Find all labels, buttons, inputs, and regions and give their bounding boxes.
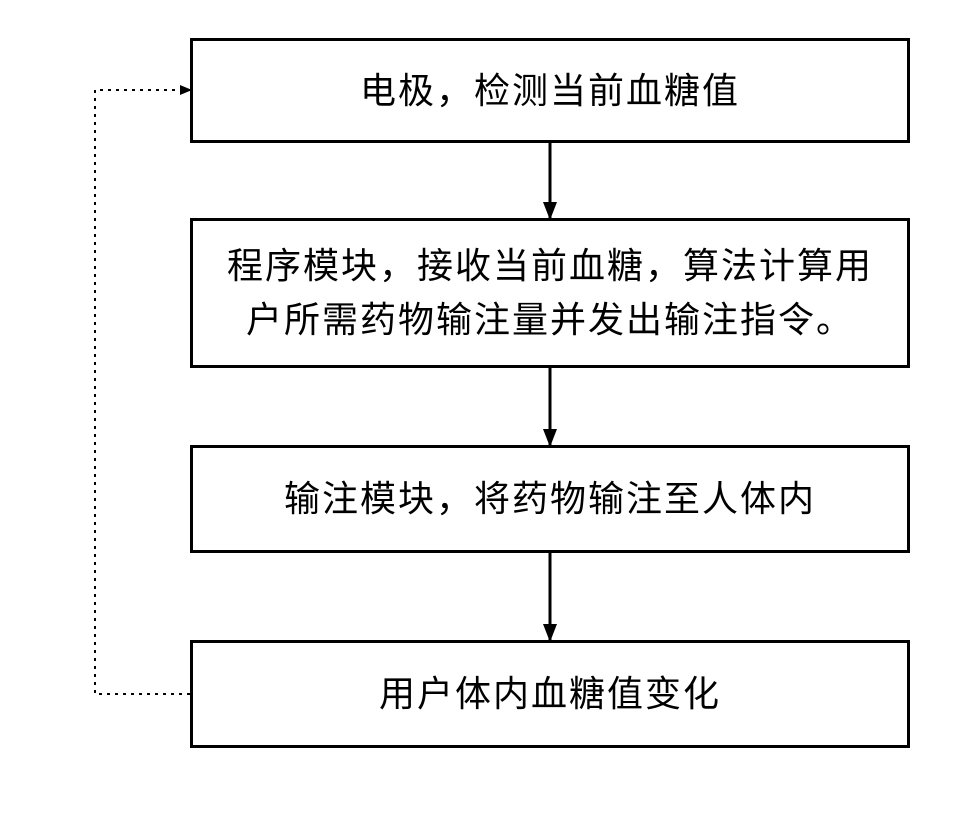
node-label: 用户体内血糖值变化	[379, 667, 721, 721]
flowchart-node-n1: 电极，检测当前血糖值	[190, 38, 910, 143]
node-label: 电极，检测当前血糖值	[360, 64, 740, 118]
node-label: 输注模块，将药物输注至人体内	[284, 472, 816, 526]
flowchart-edge-e4	[95, 90, 190, 694]
flowchart-node-n3: 输注模块，将药物输注至人体内	[190, 445, 910, 553]
flowchart-container: 电极，检测当前血糖值程序模块，接收当前血糖，算法计算用户所需药物输注量并发出输注…	[0, 0, 970, 825]
flowchart-node-n4: 用户体内血糖值变化	[190, 640, 910, 748]
flowchart-node-n2: 程序模块，接收当前血糖，算法计算用户所需药物输注量并发出输注指令。	[190, 218, 910, 368]
node-label: 程序模块，接收当前血糖，算法计算用户所需药物输注量并发出输注指令。	[213, 239, 887, 347]
